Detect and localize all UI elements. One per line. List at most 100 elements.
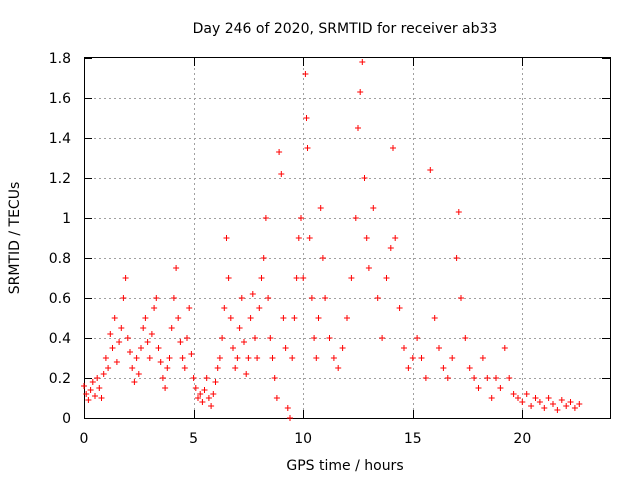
plot-frame (84, 57, 611, 419)
x-tick-labels: 0 5 10 15 20 (80, 431, 532, 447)
data-point (188, 351, 195, 357)
data-point (409, 355, 416, 361)
y-tick-label: 0.6 (49, 291, 71, 307)
data-point (287, 415, 293, 421)
x-tick-label: 0 (80, 431, 89, 447)
data-point (462, 335, 469, 341)
data-point (113, 359, 120, 365)
data-point (488, 395, 495, 401)
data-point (131, 379, 138, 385)
data-point (484, 375, 491, 381)
axis-ticks (84, 58, 610, 419)
data-point (541, 405, 548, 411)
data-point (201, 387, 208, 393)
data-point (254, 355, 261, 361)
data-point (363, 235, 370, 241)
x-axis-label: GPS time / hours (286, 458, 403, 474)
data-point (401, 345, 407, 351)
data-point (414, 335, 421, 341)
y-tick-label: 0.8 (49, 251, 71, 267)
data-point (190, 375, 197, 381)
data-point (219, 335, 226, 341)
data-point (133, 355, 140, 361)
y-tick-label: 1 (62, 211, 71, 227)
data-point (265, 295, 272, 301)
data-point (151, 305, 158, 311)
data-point (124, 335, 131, 341)
data-point (241, 339, 247, 345)
y-tick-label: 1.2 (49, 171, 71, 187)
data-point (142, 315, 149, 321)
data-point (311, 335, 318, 341)
data-point (326, 335, 333, 341)
data-point (330, 355, 337, 361)
data-point (273, 395, 280, 401)
data-point (479, 355, 486, 361)
data-point (344, 315, 350, 321)
data-point (192, 385, 199, 391)
data-point (170, 295, 177, 301)
data-point (515, 395, 521, 401)
data-point (262, 215, 269, 221)
data-point (127, 349, 133, 355)
data-point (370, 205, 377, 211)
data-point (510, 391, 517, 397)
data-point (303, 115, 310, 121)
data-point (357, 89, 364, 95)
data-point (313, 355, 320, 361)
data-point (236, 325, 243, 331)
y-tick-label: 1.6 (49, 91, 71, 107)
data-point (558, 397, 565, 403)
data-point (436, 345, 442, 351)
y-tick-label: 1.8 (49, 51, 71, 67)
x-tick-label: 15 (404, 431, 422, 447)
data-point (166, 355, 173, 361)
data-point (175, 315, 182, 321)
data-point (571, 405, 578, 411)
data-point (532, 395, 539, 401)
data-point (230, 345, 236, 351)
data-point (422, 375, 429, 381)
data-point (458, 295, 464, 301)
data-point (129, 365, 136, 371)
y-tick-label: 0.4 (49, 331, 71, 347)
data-point (122, 275, 129, 281)
y-tick-labels: 0 0.2 0.4 0.6 0.8 1 1.2 1.4 1.6 1.8 (49, 51, 71, 427)
data-point (449, 355, 456, 361)
data-point (322, 295, 329, 301)
data-point (497, 385, 504, 391)
data-point (109, 345, 116, 351)
data-point (232, 365, 239, 371)
data-point (563, 403, 570, 409)
data-point (300, 275, 307, 281)
data-point (245, 355, 252, 361)
data-point (227, 315, 234, 321)
data-point (92, 393, 98, 399)
y-axis-label: SRMTID / TECUs (7, 182, 23, 295)
data-point (184, 335, 190, 341)
data-point (359, 59, 366, 65)
data-point (116, 339, 123, 345)
data-point (506, 375, 513, 381)
data-point (308, 295, 315, 301)
data-point (418, 355, 425, 361)
data-point (471, 375, 478, 381)
data-point (144, 339, 151, 345)
x-tick-label: 10 (294, 431, 312, 447)
data-point (501, 345, 508, 351)
data-point (302, 71, 309, 77)
data-point (205, 395, 212, 401)
data-point (427, 167, 434, 173)
data-point (315, 315, 322, 321)
data-point (466, 365, 473, 371)
data-point (339, 345, 346, 351)
data-point (289, 355, 296, 361)
data-point (355, 125, 361, 131)
data-point (118, 325, 125, 331)
data-point (81, 383, 87, 389)
y-tick-label: 0 (62, 411, 71, 427)
data-point (177, 339, 184, 345)
data-point (396, 305, 403, 311)
data-point (199, 399, 206, 405)
data-point (155, 345, 162, 351)
